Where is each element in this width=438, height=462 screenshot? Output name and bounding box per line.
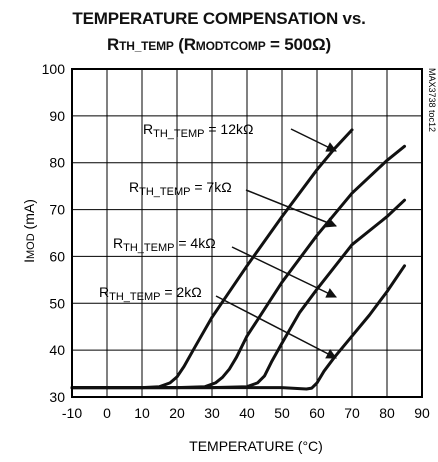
title-open: (R: [173, 35, 196, 54]
x-tick-label: 70: [344, 405, 360, 421]
chart-title-line1: TEMPERATURE COMPENSATION vs.: [72, 9, 366, 28]
x-tick-label: 30: [204, 405, 220, 421]
x-tick-label: 60: [309, 405, 325, 421]
series-label-2kΩ: RTH_TEMP = 2kΩ: [99, 284, 202, 303]
series-label-4kΩ: RTH_TEMP = 4kΩ: [113, 235, 216, 254]
x-tick-label: 40: [239, 405, 255, 421]
y-axis-label-unit: (mA): [21, 199, 37, 233]
plot-frame: [71, 68, 423, 398]
chart-title: TEMPERATURE COMPENSATION vs. RTH_TEMP (R…: [0, 6, 438, 59]
x-tick-label: 0: [103, 405, 111, 421]
title-r-subscript: TH_TEMP: [119, 39, 174, 53]
annotations: RTH_TEMP = 12kΩ RTH_TEMP = 7kΩ RTH_TEMP = …: [99, 121, 337, 359]
x-tick-label: 10: [134, 405, 150, 421]
y-tick-label: 80: [49, 155, 65, 171]
series-leader-4kΩ: [231, 246, 337, 298]
series-leader-12kΩ: [290, 128, 337, 152]
series-leader-7kΩ: [245, 189, 337, 228]
y-tick-label: 90: [49, 108, 65, 124]
x-tick-label: 90: [414, 405, 430, 421]
y-tick-label: 70: [49, 202, 65, 218]
chart-title-line2: RTH_TEMP (RMODTCOMP = 500Ω): [0, 32, 438, 59]
title-mod-subscript: MODTCOMP: [195, 39, 266, 53]
x-axis-label: TEMPERATURE (°C): [189, 438, 323, 454]
x-tick-label: 80: [379, 405, 395, 421]
y-tick-label: 60: [49, 248, 65, 264]
watermark: MAX3738 toc12: [427, 68, 437, 132]
series-line-7kΩ: [70, 144, 406, 390]
y-axis-label-sub: MOD: [25, 233, 37, 259]
series-lines: [70, 128, 406, 391]
y-tick-label: 30: [49, 389, 65, 405]
y-tick-label: 50: [49, 295, 65, 311]
x-tick-label: 20: [169, 405, 185, 421]
y-axis-label: IMOD (mA): [21, 199, 37, 263]
y-tick-label: 40: [49, 342, 65, 358]
title-r: R: [107, 35, 120, 54]
series-label-12kΩ: RTH_TEMP = 12kΩ: [143, 121, 253, 140]
series-leader-2kΩ: [215, 295, 337, 359]
tick-labels: -10 0 10 20 30 40 50 60 70 80 90 30 40 50 60 70 80 90 100: [42, 61, 430, 421]
y-tick-label: 100: [42, 61, 66, 77]
series-line-2kΩ: [70, 264, 406, 391]
title-value: = 500Ω): [265, 35, 331, 54]
grid: [72, 69, 422, 397]
x-tick-label: -10: [62, 405, 82, 421]
x-tick-label: 50: [274, 405, 290, 421]
series-label-7kΩ: RTH_TEMP = 7kΩ: [129, 179, 232, 198]
y-axis-label-i: I: [21, 259, 37, 263]
